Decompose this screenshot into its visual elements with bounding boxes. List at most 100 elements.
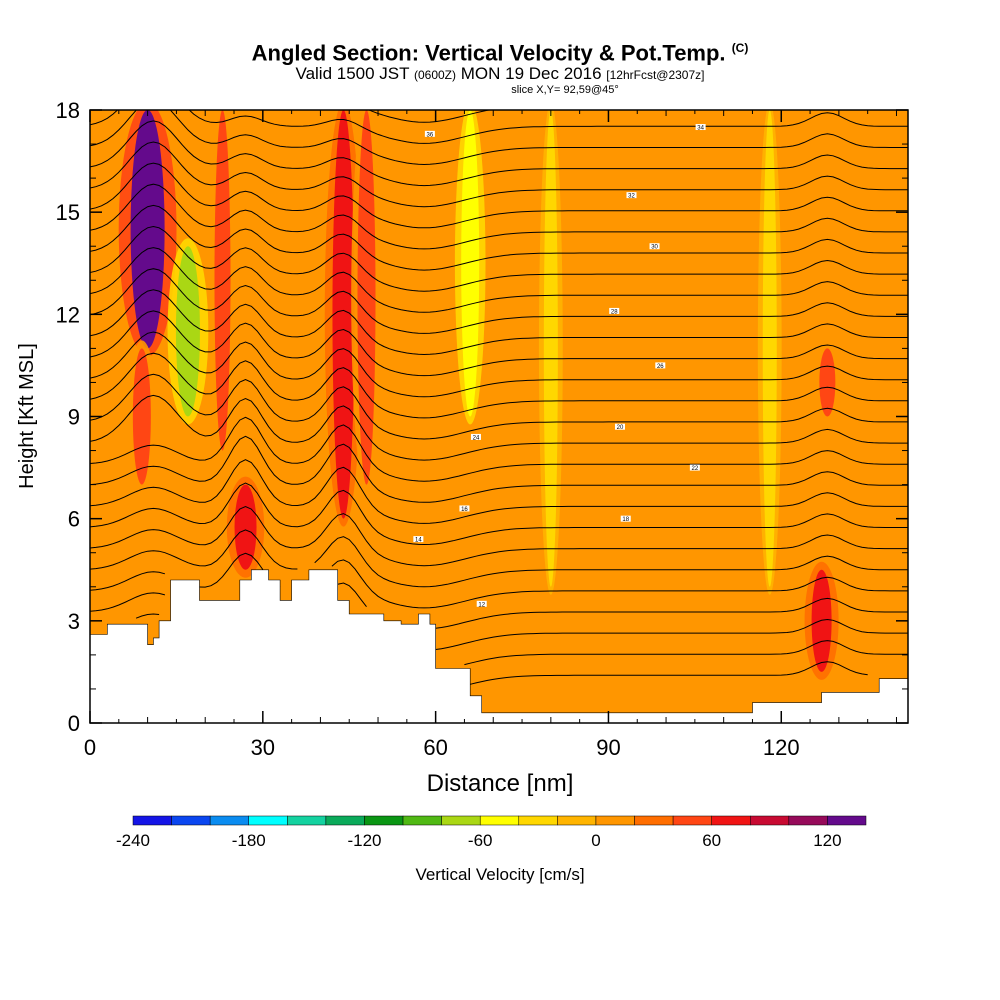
theta-label-20: 20: [614, 423, 625, 431]
theta-contour-12: [90, 373, 908, 440]
theta-label-36: 36: [424, 130, 435, 138]
theta-label-text: 26: [657, 364, 664, 370]
theta-label-text: 14: [415, 538, 422, 544]
slice-info: slice X,Y= 92,59@45°: [511, 84, 619, 97]
colorbar-swatch: [518, 815, 558, 826]
colorbar-label: Vertical Velocity [cm/s]: [415, 865, 584, 884]
colorbar-swatch: [209, 815, 249, 826]
x-axis-label: Distance [nm]: [427, 770, 574, 797]
colorbar-tick-label: 120: [813, 831, 841, 850]
chart-title-block: Angled Section: Vertical Velocity & Pot.…: [0, 36, 1000, 97]
theta-label-bg: [626, 192, 637, 199]
x-tick-label: 60: [423, 735, 447, 760]
theta-contour-25: [90, 110, 908, 166]
theta-contour-18: [90, 247, 908, 313]
velocity-cell-9: [762, 110, 777, 587]
theta-contour-13: [90, 352, 908, 419]
x-tick-label: 0: [84, 735, 96, 760]
chart-subtitle: Valid 1500 JST (0600Z) MON 19 Dec 2016 […: [0, 65, 1000, 84]
colorbar-tick-label: -180: [232, 831, 266, 850]
x-tick-label: 30: [251, 735, 275, 760]
colorbar-swatch: [711, 815, 751, 826]
theta-contour-5: [90, 529, 908, 588]
colorbar-swatch: [479, 815, 520, 826]
theta-contour-6: [90, 505, 908, 567]
colorbar-tick-label: -120: [347, 831, 381, 850]
theta-contour-11: [90, 394, 908, 461]
theta-label-bg: [459, 505, 470, 512]
velocity-cell-1: [132, 348, 151, 485]
theta-contour-24: [90, 120, 908, 187]
colorbar-swatch: [595, 815, 635, 826]
theta-label-text: 20: [617, 425, 624, 431]
theta-label-30: 30: [649, 243, 660, 251]
theta-contour-3: [90, 582, 908, 629]
colorbar-swatch: [325, 815, 365, 826]
theta-label-text: 18: [622, 517, 629, 523]
velocity-cell-4: [234, 484, 257, 570]
theta-label-text: 34: [697, 126, 704, 132]
theta-label-18: 18: [620, 515, 631, 523]
colorbar-tick-label: 60: [702, 831, 721, 850]
theta-contour-0: [470, 661, 868, 685]
colorbar-swatch: [364, 815, 404, 826]
velocity-cell-3: [214, 110, 231, 451]
theta-contour-20: [90, 204, 908, 271]
theta-label-bg: [476, 600, 487, 607]
theta-contour-19: [90, 225, 908, 292]
velocity-cell-7: [461, 110, 480, 417]
colorbar-swatch: [672, 815, 712, 826]
theta-label-24: 24: [470, 433, 481, 441]
theta-label-bg: [424, 130, 435, 137]
y-tick-label: 12: [56, 302, 80, 327]
theta-label-22: 22: [689, 464, 700, 472]
colorbar-swatch: [248, 815, 288, 826]
colorbar-swatch: [287, 815, 327, 826]
theta-label-text: 36: [427, 132, 434, 138]
theta-label-14: 14: [413, 536, 424, 544]
theta-label-bg: [655, 362, 666, 369]
theta-label-bg: [620, 515, 631, 522]
y-tick-label: 15: [56, 200, 80, 225]
theta-label-bg: [413, 536, 424, 543]
theta-contour-10: [90, 416, 908, 482]
colorbar-swatch: [402, 815, 442, 826]
colorbar-tick-label: 0: [591, 831, 600, 850]
colorbar-swatch: [750, 815, 790, 826]
chart-title: Angled Section: Vertical Velocity & Pot.…: [0, 36, 1000, 65]
theta-label-bg: [609, 307, 620, 314]
theta-contour-8: [90, 459, 908, 524]
colorbar-swatch: [557, 815, 597, 826]
theta-label-12: 12: [476, 600, 487, 608]
valid-date: MON 19 Dec 2016: [460, 64, 602, 84]
theta-label-bg: [649, 243, 660, 250]
theta-contour-23: [90, 141, 908, 208]
chart-title-text: Angled Section: Vertical Velocity & Pot.…: [251, 40, 726, 66]
theta-label-bg: [689, 464, 700, 471]
velocity-cell-5: [332, 110, 355, 519]
theta-label-bg: [470, 433, 481, 440]
theta-label-28: 28: [609, 307, 620, 315]
theta-contour-4: [90, 552, 908, 609]
colorbar-swatch: [132, 815, 172, 826]
y-tick-label: 0: [68, 711, 80, 736]
theta-contour-15: [90, 310, 908, 377]
y-tick-label: 9: [68, 405, 80, 430]
chart-title-unit: (C): [731, 41, 749, 55]
theta-label-text: 32: [628, 194, 635, 200]
terrain-profile: [90, 569, 908, 723]
theta-label-26: 26: [655, 362, 666, 370]
velocity-cell-2: [175, 246, 200, 417]
theta-contour-1: [464, 640, 908, 666]
y-axis-label: Height [Kft MSL]: [16, 343, 38, 489]
theta-contour-16: [90, 289, 908, 356]
colorbar-tick-label: -240: [116, 831, 150, 850]
x-tick-label: 120: [763, 735, 800, 760]
y-tick-label: 6: [68, 507, 80, 532]
theta-label-bg: [695, 124, 706, 131]
forecast-info: [12hrFcst@2307z]: [606, 68, 705, 83]
theta-label-text: 22: [692, 466, 699, 472]
colorbar-swatch: [634, 815, 674, 826]
